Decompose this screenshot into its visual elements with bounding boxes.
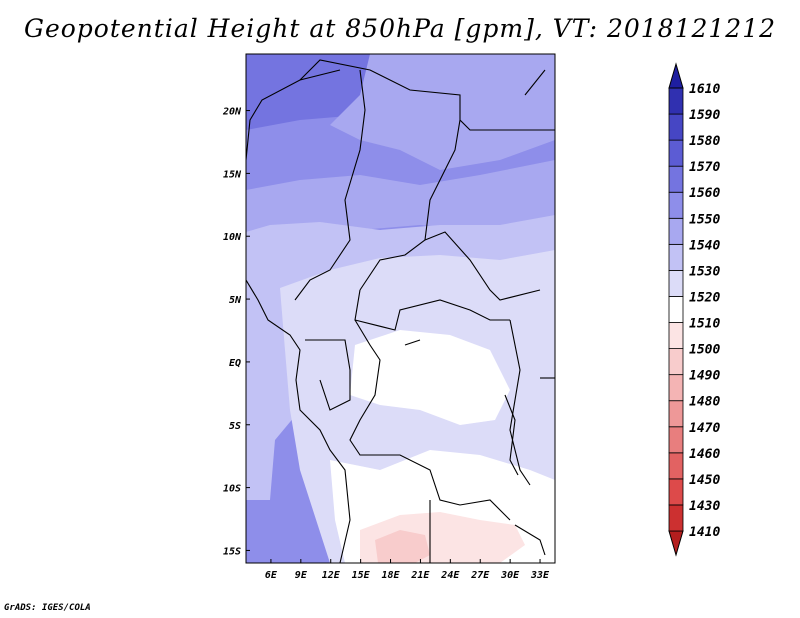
colorbar-label: 1470 (689, 421, 720, 436)
colorbar-segment (668, 296, 684, 323)
lat-tick-label: 10S (223, 484, 241, 495)
colorbar-label: 1510 (689, 317, 720, 332)
colorbar-label: 1610 (689, 82, 720, 97)
map-frame (245, 53, 556, 564)
lon-tick-label: 27E (470, 570, 490, 581)
lat-tick-label: 20N (222, 107, 242, 118)
colorbar-label: 1410 (689, 525, 720, 540)
border-line (354, 289, 510, 331)
lon-tick-label: 21E (410, 570, 430, 581)
field-1500 (375, 530, 430, 563)
colorbar-label: 1430 (689, 499, 720, 514)
border-line (424, 231, 541, 301)
colorbar-label: 1580 (689, 134, 720, 149)
colorbar-segment (668, 270, 684, 297)
lat-tick-label: 5N (229, 295, 242, 306)
border-line (404, 339, 421, 346)
colorbar-label: 1450 (689, 473, 720, 488)
country-borders (246, 59, 555, 563)
colorbar-label: 1530 (689, 264, 720, 279)
border-line (524, 69, 546, 96)
colorbar-segment (668, 478, 684, 506)
lon-axis: 6E 9E 12E 15E 18E 21E 24E 27E 30E 33E (265, 559, 550, 581)
height-field (246, 54, 555, 563)
colorbar-segment (668, 400, 684, 428)
colorbar-segment (668, 217, 684, 245)
lon-tick-label: 33E (530, 570, 550, 581)
colorbar-segment (668, 452, 684, 480)
border-line (294, 69, 366, 301)
lat-tick-label: 15S (223, 546, 241, 557)
lon-tick-label: 9E (295, 570, 308, 581)
field-1550 (330, 54, 555, 170)
field-1550 (246, 160, 555, 232)
colorbar-label: 1500 (689, 343, 720, 358)
border-line (349, 319, 511, 521)
colorbar-segment (668, 426, 684, 454)
colorbar: 1410 1430 1450 1460 1470 1480 1490 1500 1510 1520… (668, 62, 720, 557)
lon-tick-label: 6E (265, 570, 278, 581)
field-1520 (350, 330, 510, 425)
lon-tick-label: 15E (352, 570, 371, 581)
lat-tick-label: 10N (223, 232, 242, 243)
lat-tick-label: 15N (223, 169, 242, 180)
colorbar-label: 1550 (689, 212, 720, 227)
colorbar-label: 1570 (689, 160, 720, 175)
colorbar-label: 1480 (689, 395, 720, 410)
colorbar-segment (668, 139, 684, 167)
map-title: Geopotential Height at 850hPa [gpm], VT:… (23, 14, 777, 43)
colorbar-segment (668, 374, 684, 402)
colorbar-segment (668, 348, 684, 376)
lat-tick-label: 5S (229, 421, 241, 432)
coastline (246, 69, 341, 161)
colorbar-label: 1560 (689, 186, 720, 201)
lon-tick-label: 24E (440, 570, 460, 581)
colorbar-label: 1490 (689, 369, 720, 384)
lon-tick-label: 30E (500, 570, 520, 581)
colorbar-label: 1540 (689, 238, 720, 253)
colorbar-segment (668, 87, 684, 115)
colorbar-segment (668, 113, 684, 141)
colorbar-arrow-high (668, 62, 684, 89)
lon-tick-label: 18E (382, 570, 401, 581)
colorbar-arrow-low (668, 530, 684, 557)
colorbar-label: 1590 (689, 108, 720, 123)
lat-tick-label: EQ (229, 358, 241, 369)
coastline (246, 279, 351, 563)
border-line (299, 59, 555, 131)
border-line (514, 524, 546, 556)
border-line (504, 394, 519, 476)
border-line (359, 119, 461, 291)
colorbar-segment (668, 165, 684, 193)
colorbar-label: 1520 (689, 290, 720, 305)
grads-credit: GrADS: IGES/COLA (4, 603, 91, 613)
field-1540 (246, 330, 300, 500)
colorbar-label: 1460 (689, 447, 720, 462)
colorbar-segment (668, 191, 684, 219)
colorbar-segment (668, 243, 684, 271)
border-line (305, 339, 351, 411)
lon-tick-label: 12E (322, 570, 341, 581)
colorbar-segment (668, 504, 684, 532)
colorbar-segment (668, 322, 684, 349)
lat-axis: 20N 15N 10N 5N EQ 5S 10S 15S (222, 107, 250, 557)
